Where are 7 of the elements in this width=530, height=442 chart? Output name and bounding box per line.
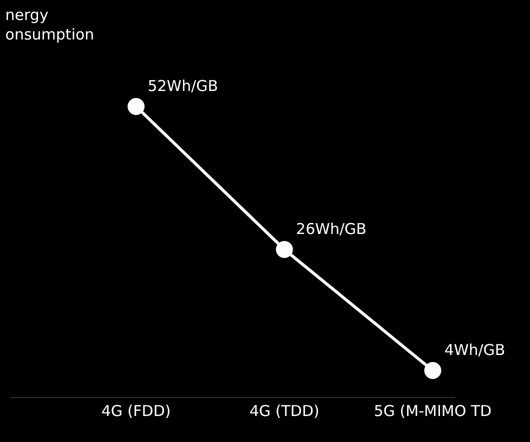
x-tick-label: 4G (FDD) (101, 402, 171, 420)
x-tick-label: 4G (TDD) (249, 402, 320, 420)
data-label: 26Wh/GB (296, 220, 366, 238)
x-tick-label: 5G (M-MIMO TD (374, 402, 492, 420)
data-label: 4Wh/GB (444, 341, 506, 360)
data-label: 52Wh/GB (148, 77, 218, 96)
chart-title: nergy onsumption (5, 6, 94, 44)
